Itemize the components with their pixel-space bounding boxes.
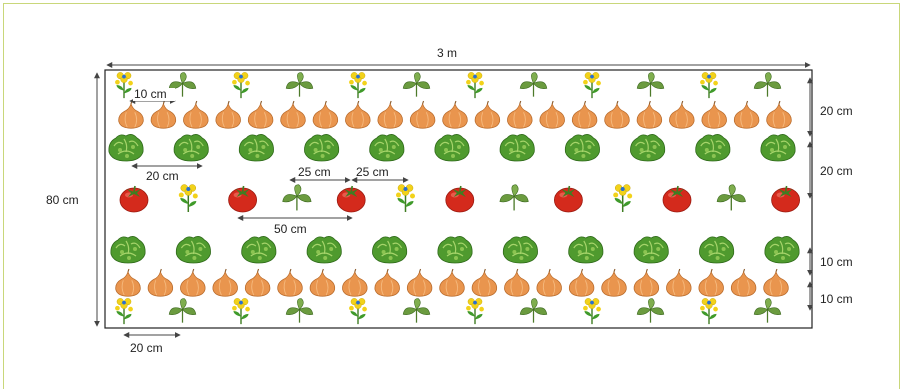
half-gap-right-label: 25 cm (356, 165, 389, 179)
height-label: 80 cm (46, 193, 79, 207)
right-row4-label: 10 cm (820, 292, 853, 306)
right-row3-label: 10 cm (820, 255, 853, 269)
right-row2-label: 20 cm (820, 164, 853, 178)
dimension-lines (94, 62, 813, 338)
tomato-gap-label: 50 cm (274, 222, 307, 236)
right-row1-label: 20 cm (820, 104, 853, 118)
lettuce-spacing-label: 20 cm (146, 169, 179, 183)
bottom-spacing-label: 20 cm (130, 341, 163, 355)
half-gap-left-label: 25 cm (298, 165, 331, 179)
flower-spacing-label: 10 cm (134, 87, 167, 101)
width-label: 3 m (437, 46, 457, 60)
figure-frame (3, 3, 900, 389)
